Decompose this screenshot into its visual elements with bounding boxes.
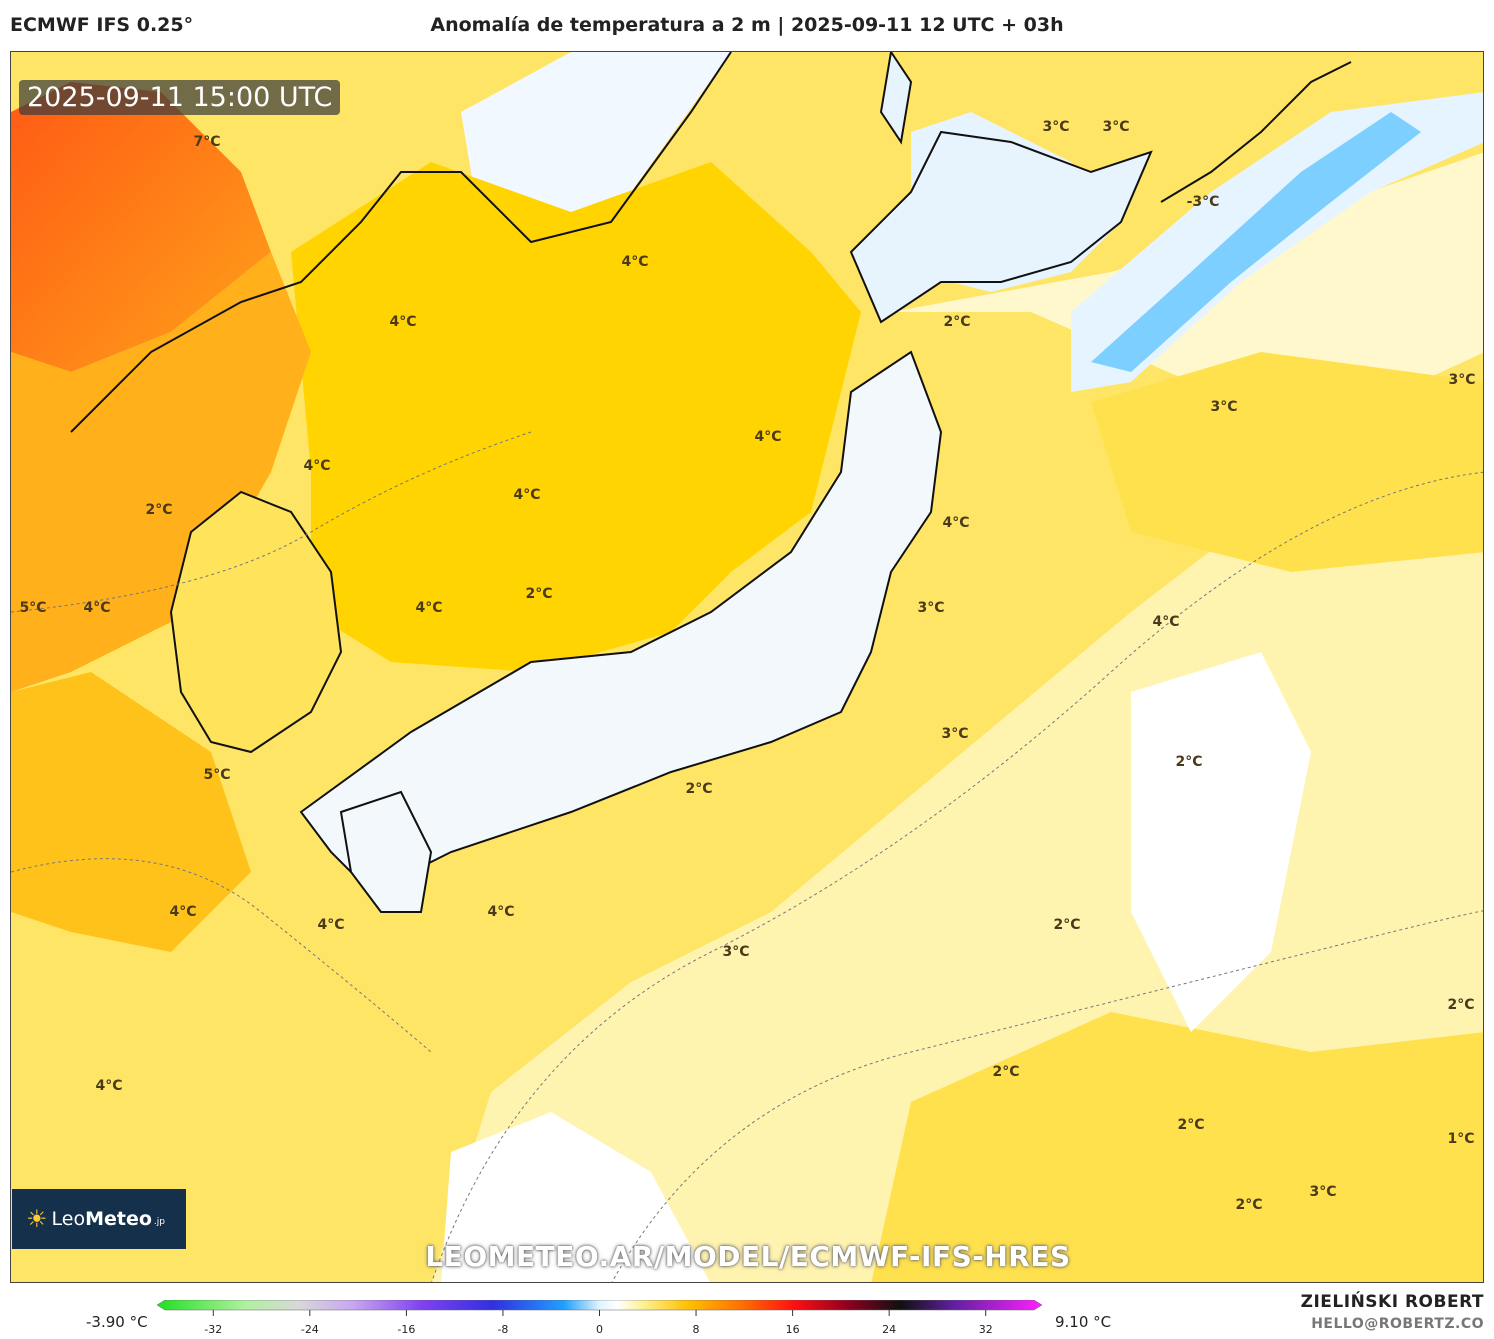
contour-label: 3°C <box>917 600 945 616</box>
cold-band-northeast <box>1091 112 1421 372</box>
contour-label: 4°C <box>415 600 443 616</box>
url-watermark: LEOMETEO.AR/MODEL/ECMWF-IFS-HRES <box>425 1240 1071 1273</box>
author-credit: ZIELIŃSKI ROBERT <box>1300 1292 1484 1312</box>
cool-zone-south <box>441 1112 710 1282</box>
map-frame[interactable]: 2025-09-11 15:00 UTC 7°C 3°C 3°C -3°C 4°C 4°C… <box>10 51 1484 1283</box>
contour-label: 3°C <box>941 726 969 742</box>
map-title: Anomalía de temperatura a 2 m | 2025-09-… <box>430 14 1064 36</box>
contour-label: 2°C <box>525 586 553 602</box>
colorbar-max-label: 9.10 °C <box>1055 1313 1112 1331</box>
contour-label: 4°C <box>95 1078 123 1094</box>
colorbar-tick-label: -16 <box>397 1323 415 1336</box>
orange-zone-southwest <box>11 672 251 952</box>
yellow-patch-1 <box>871 1012 1483 1282</box>
leometeo-logo[interactable]: ☀ Leo Meteo .jp <box>12 1189 186 1249</box>
logo-suffix: .jp <box>153 1217 165 1227</box>
colorbar-tick-label: -32 <box>204 1323 222 1336</box>
hot-zone-west <box>11 82 271 372</box>
contour-label: 4°C <box>1152 614 1180 630</box>
logo-prefix: Leo <box>51 1208 86 1230</box>
author-email[interactable]: HELLO@ROBERTZ.CO <box>1311 1316 1484 1332</box>
mainland-coastline <box>70 52 732 433</box>
colorbar-tick-label: -24 <box>301 1323 319 1336</box>
colorbar-tick-label: 8 <box>693 1323 700 1336</box>
contour-label: 4°C <box>303 458 331 474</box>
contour-label: 3°C <box>722 944 750 960</box>
sakhalin <box>879 52 913 145</box>
contour-label: 5°C <box>203 767 231 783</box>
japan-honshu <box>299 350 943 894</box>
contour-2 <box>431 471 1483 1282</box>
contour-label: 4°C <box>754 429 782 445</box>
colorbar-tick-label: 0 <box>596 1323 603 1336</box>
contour-label: 3°C <box>1042 119 1070 135</box>
contour-label: 2°C <box>943 314 971 330</box>
contour-label: 2°C <box>145 502 173 518</box>
colorbar-fill <box>157 1300 1043 1311</box>
colorbar: -32 -24 -16 -8 0 8 16 24 32 <box>157 1300 1043 1336</box>
temperature-anomaly-map <box>11 52 1483 1282</box>
colorbar-tick-label: 24 <box>882 1323 896 1336</box>
cool-zone-east <box>1131 652 1311 1032</box>
contour-label: 2°C <box>1447 997 1475 1013</box>
contour-label: 2°C <box>992 1064 1020 1080</box>
contour-label: 4°C <box>169 904 197 920</box>
japan-hokkaido <box>849 130 1153 324</box>
contour-label: 4°C <box>942 515 970 531</box>
colorbar-ticks: -32 -24 -16 -8 0 8 16 24 32 <box>204 1310 993 1336</box>
contour-1 <box>11 431 532 613</box>
contour-4 <box>11 858 432 1053</box>
colorbar-tick-label: 16 <box>786 1323 800 1336</box>
kuril-islands <box>1160 61 1352 203</box>
contour-label: 4°C <box>487 904 515 920</box>
contour-label: 7°C <box>193 134 221 150</box>
contour-label: 2°C <box>1177 1117 1205 1133</box>
sun-icon: ☀ <box>26 1205 48 1233</box>
contour-label: 2°C <box>1175 754 1203 770</box>
contour-label: 3°C <box>1309 1184 1337 1200</box>
contour-label: 4°C <box>621 254 649 270</box>
colorbar-tick-label: 32 <box>979 1323 993 1336</box>
contour-label: 3°C <box>1210 399 1238 415</box>
colorbar-min-label: -3.90 °C <box>86 1313 148 1331</box>
contour-label: 2°C <box>685 781 713 797</box>
japan-kyushu <box>339 790 433 913</box>
contour-label: -3°C <box>1186 194 1220 210</box>
contour-label: 4°C <box>83 600 111 616</box>
contour-label: 3°C <box>1448 372 1476 388</box>
sea-of-japan-warm <box>291 162 861 672</box>
orange-zone-west <box>11 252 311 692</box>
contour-label: 4°C <box>317 917 345 933</box>
model-name: ECMWF IFS 0.25° <box>10 14 194 36</box>
yellow-patch-2 <box>1091 352 1483 572</box>
korean-peninsula <box>169 490 343 754</box>
contour-label: 2°C <box>1235 1197 1263 1213</box>
contour-label: 3°C <box>1102 119 1130 135</box>
valid-time-badge: 2025-09-11 15:00 UTC <box>19 80 341 115</box>
logo-name: Meteo <box>85 1208 152 1230</box>
contour-label: 5°C <box>19 600 47 616</box>
colorbar-tick-label: -8 <box>497 1323 508 1336</box>
contour-label: 1°C <box>1447 1131 1475 1147</box>
contour-label: 2°C <box>1053 917 1081 933</box>
contour-label: 4°C <box>389 314 417 330</box>
contour-label: 4°C <box>513 487 541 503</box>
